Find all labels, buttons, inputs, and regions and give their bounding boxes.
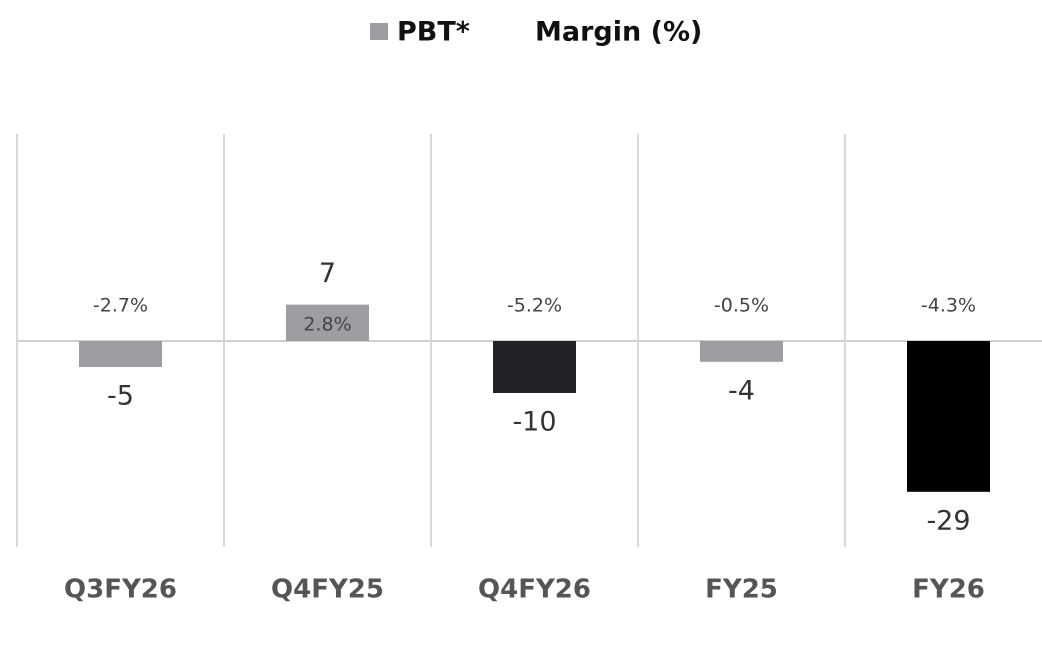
x-tick-label: Q4FY26 [478,575,591,605]
data-label: -29 [926,505,970,536]
legend-swatch [370,23,388,40]
x-tick-label: FY26 [912,575,985,605]
data-label: -4 [728,375,755,406]
legend-label: PBT* [397,17,470,48]
data-label: -5 [107,381,134,412]
bar [79,341,162,367]
x-tick-label: Q4FY25 [271,575,384,605]
data-label: -10 [512,407,556,438]
bar [493,341,576,393]
margin-label: -4.3% [921,295,976,317]
margin-label: -2.7% [93,295,148,317]
bar [286,304,369,341]
x-tick-label: Q3FY26 [64,575,177,605]
margin-label: -5.2% [507,295,562,317]
margin-label: 2.8% [303,313,351,335]
margin-label: -0.5% [714,295,769,317]
bar [907,341,990,492]
bar [700,341,783,362]
x-tick-label: FY25 [705,575,778,605]
data-label: 7 [319,258,336,289]
legend-label: Margin (%) [535,17,702,48]
